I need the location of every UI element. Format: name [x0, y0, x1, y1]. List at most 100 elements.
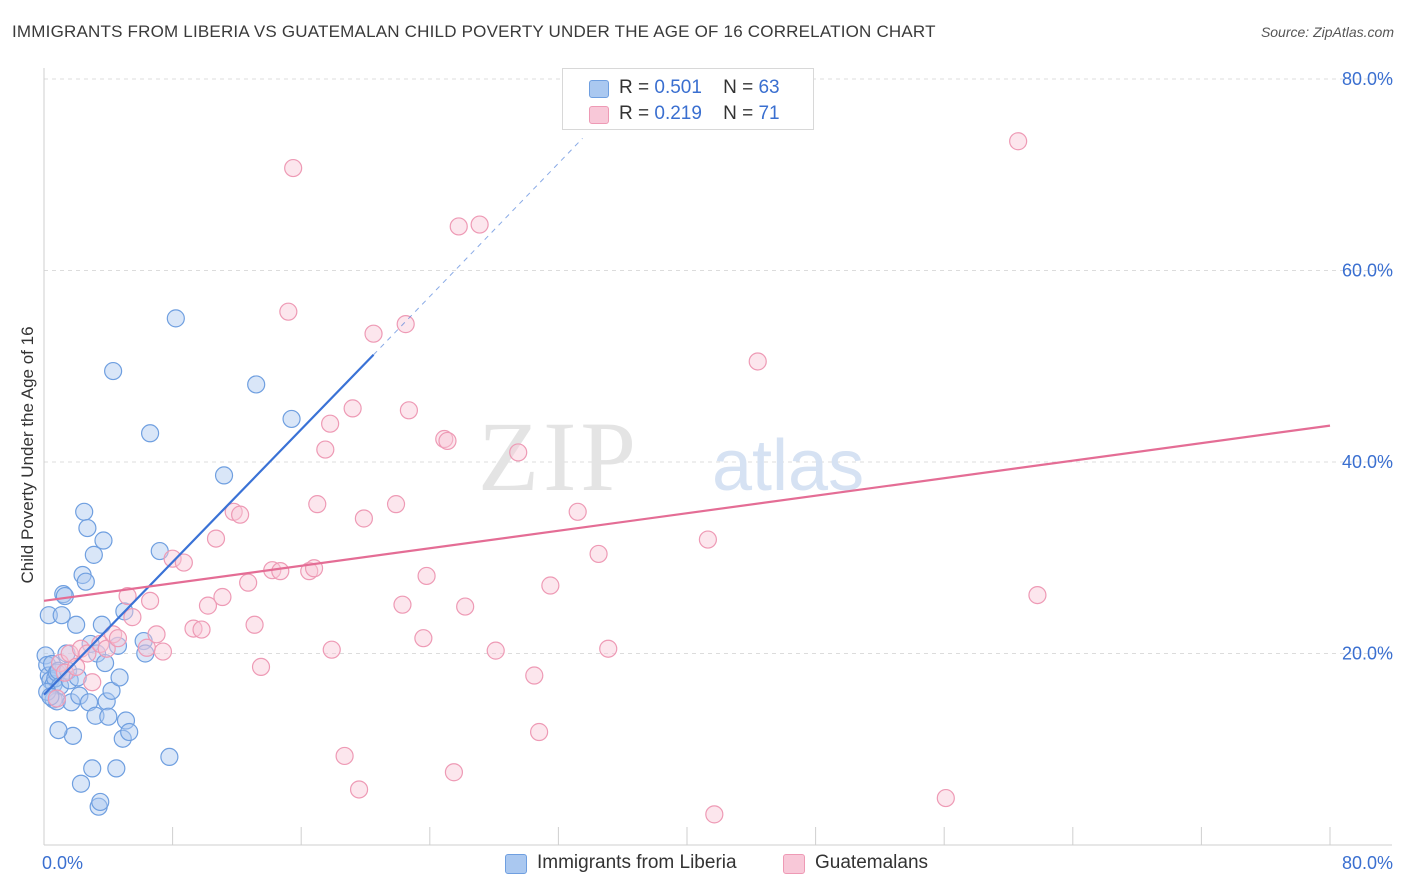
point-liberia	[75, 502, 94, 521]
legend-r-value: 0.219	[654, 103, 702, 124]
y-axis-label: Child Poverty Under the Age of 16	[18, 326, 37, 583]
bottom-legend-swatch-guatemalans	[783, 854, 805, 874]
point-guatemalans	[417, 566, 436, 586]
x-tick-label: 80.0%	[1342, 853, 1393, 873]
point-liberia	[39, 606, 58, 625]
point-guatemalans	[698, 530, 717, 549]
point-guatemalans	[705, 805, 724, 824]
point-guatemalans	[589, 544, 608, 564]
point-guatemalans	[147, 625, 166, 644]
point-guatemalans	[67, 657, 86, 677]
trend-line-liberia	[43, 353, 375, 696]
point-liberia	[214, 466, 234, 485]
point-guatemalans	[486, 641, 505, 660]
point-liberia	[83, 759, 102, 778]
point-guatemalans	[449, 217, 468, 236]
point-liberia	[97, 692, 116, 711]
point-liberia	[52, 606, 71, 625]
point-liberia	[102, 681, 121, 700]
trend-line-liberia-extension	[373, 138, 583, 356]
point-guatemalans	[245, 615, 264, 634]
point-guatemalans	[386, 495, 406, 514]
point-guatemalans	[364, 324, 383, 343]
point-guatemalans	[568, 502, 587, 521]
point-liberia	[91, 792, 110, 812]
point-guatemalans	[321, 414, 340, 433]
point-liberia	[67, 615, 86, 634]
legend-swatch-guatemalans	[589, 106, 609, 124]
legend-r-label: R =	[619, 103, 650, 124]
point-liberia	[49, 720, 68, 740]
point-guatemalans	[213, 587, 232, 607]
x-tick-label: 0.0%	[42, 853, 83, 873]
legend-n-value: 71	[758, 103, 780, 124]
y-tick-label: 40.0%	[1342, 452, 1393, 472]
point-guatemalans	[153, 642, 173, 661]
point-guatemalans	[435, 429, 454, 449]
point-guatemalans	[509, 443, 528, 462]
point-guatemalans	[748, 352, 767, 371]
point-guatemalans	[140, 591, 160, 610]
watermark-atlas: atlas	[712, 426, 864, 506]
point-liberia	[104, 361, 123, 381]
y-tick-label: 20.0%	[1342, 644, 1393, 664]
legend-n-value: 63	[758, 77, 780, 98]
point-liberia	[99, 707, 118, 726]
point-guatemalans	[1028, 585, 1047, 605]
point-guatemalans	[399, 401, 419, 420]
point-guatemalans	[123, 608, 142, 627]
point-liberia	[55, 586, 74, 606]
point-liberia	[84, 545, 103, 564]
point-guatemalans	[271, 562, 290, 581]
chart-title: IMMIGRANTS FROM LIBERIA VS GUATEMALAN CH…	[12, 22, 936, 41]
point-guatemalans	[349, 780, 369, 799]
stats-legend: R = 0.501 N = 63 R = 0.219 N = 71	[562, 68, 814, 130]
point-liberia	[140, 424, 160, 443]
point-guatemalans	[470, 215, 489, 234]
point-guatemalans	[284, 158, 303, 178]
point-liberia	[166, 309, 185, 328]
point-liberia	[86, 706, 105, 725]
point-liberia	[76, 572, 95, 591]
point-liberia	[120, 722, 139, 742]
point-liberia	[107, 759, 126, 778]
legend-n-label: N =	[723, 103, 754, 124]
point-liberia	[116, 711, 136, 730]
point-guatemalans	[251, 657, 271, 677]
bottom-legend-swatch-liberia	[505, 854, 527, 874]
point-liberia	[113, 729, 132, 748]
point-liberia	[71, 774, 91, 793]
legend-n-label: N =	[723, 77, 754, 98]
point-guatemalans	[525, 666, 544, 685]
point-guatemalans	[300, 562, 319, 581]
point-guatemalans	[206, 529, 226, 548]
axes	[43, 68, 1392, 846]
y-tick-label: 80.0%	[1342, 69, 1393, 89]
point-guatemalans	[279, 302, 298, 321]
point-guatemalans	[343, 399, 362, 418]
watermark: ZIP atlas	[478, 401, 864, 512]
point-guatemalans	[316, 440, 335, 459]
point-liberia	[95, 653, 115, 673]
point-guatemalans	[83, 673, 102, 692]
point-guatemalans	[396, 315, 415, 334]
y-tick-label: 60.0%	[1342, 261, 1393, 281]
point-guatemalans	[192, 620, 211, 639]
point-guatemalans	[1009, 132, 1028, 151]
point-guatemalans	[322, 640, 341, 659]
point-liberia	[282, 409, 301, 429]
point-guatemalans	[456, 597, 475, 616]
legend-r-value: 0.501	[654, 77, 702, 98]
y-tick-labels: 20.0% 40.0% 60.0% 80.0%	[1342, 69, 1393, 664]
point-liberia	[108, 636, 128, 655]
chart-source: Source: ZipAtlas.com	[1260, 24, 1394, 40]
point-guatemalans	[308, 495, 327, 514]
trend-lines	[43, 138, 1331, 696]
point-liberia	[160, 747, 179, 767]
legend-r-label: R =	[619, 77, 650, 98]
trend-line-guatemalans	[43, 424, 1331, 602]
point-guatemalans	[530, 722, 549, 742]
bottom-legend-label-guatemalans: Guatemalans	[815, 852, 929, 873]
point-guatemalans	[599, 639, 618, 658]
